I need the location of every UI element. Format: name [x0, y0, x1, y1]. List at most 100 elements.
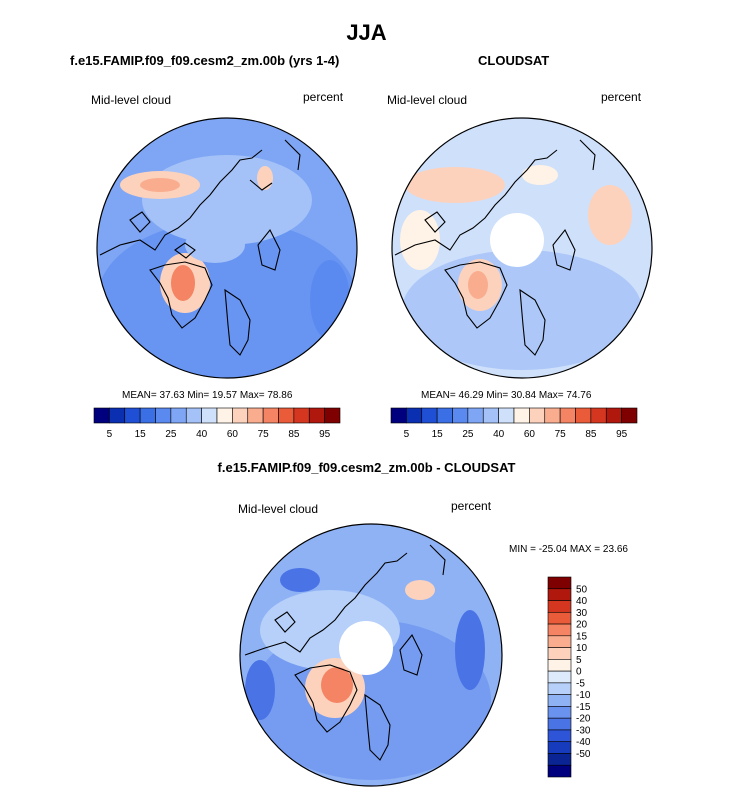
diff-colorbar-tick-label: 20 — [576, 620, 588, 631]
obs-colorbar-box — [605, 407, 622, 424]
model-colorbar-box — [93, 407, 110, 424]
obs-colorbar-box — [467, 407, 484, 424]
diff-colorbar-tick-label: -20 — [576, 714, 591, 725]
obs-colorbar-box — [559, 407, 576, 424]
obs-units-label: percent — [601, 90, 642, 104]
model-colorbar-box — [324, 407, 341, 424]
diff-colorbar-box — [547, 611, 572, 625]
model-units-label: percent — [303, 90, 344, 104]
model-colorbar-box — [278, 407, 295, 424]
model-colorbar-box — [262, 407, 279, 424]
diff-colorbar-box — [547, 682, 572, 695]
figure-title: JJA — [346, 20, 387, 45]
diff-stats: MIN = -25.04 MAX = 23.66 — [509, 544, 628, 555]
diff-colorbar-box — [547, 717, 572, 731]
obs-panel-title: CLOUDSAT — [478, 53, 550, 68]
obs-colorbar-tick-label: 15 — [432, 429, 444, 440]
obs-colorbar-tick-label: 75 — [555, 429, 567, 440]
obs-colorbar-box — [575, 407, 592, 424]
diff-colorbar-tick-label: 50 — [576, 584, 588, 595]
diff-colorbar-tick-label: 30 — [576, 608, 588, 619]
diff-polar-gap — [339, 621, 393, 675]
diff-colorbar-tick-label: -40 — [576, 737, 591, 748]
diff-colorbar-box — [547, 706, 572, 719]
obs-colorbar-tick-label: 40 — [493, 429, 505, 440]
obs-colorbar-box — [390, 407, 407, 424]
model-colorbar-box — [109, 407, 126, 424]
model-colorbar-tick-label: 5 — [107, 429, 113, 440]
obs-colorbar-tick-label: 5 — [404, 429, 410, 440]
obs-map-border — [391, 117, 653, 379]
diff-colorbar-box — [547, 753, 572, 766]
diff-variable-label: Mid-level cloud — [238, 502, 319, 516]
model-colorbar-tick-label: 85 — [288, 429, 300, 440]
model-colorbar-tick-label: 15 — [135, 429, 147, 440]
obs-colorbar-box — [498, 407, 515, 424]
model-colorbar-box — [216, 407, 233, 424]
obs-colorbar-tick-label: 25 — [462, 429, 474, 440]
obs-coastlines — [394, 139, 596, 356]
model-colorbar-box — [293, 407, 310, 424]
model-colorbar-box — [201, 407, 218, 424]
diff-colorbar-tick-label: 15 — [576, 631, 588, 642]
model-colorbar-box — [124, 407, 141, 424]
diff-colorbar-box — [547, 600, 572, 613]
diff-colorbar-tick-label: 10 — [576, 643, 588, 654]
diff-panel-title: f.e15.FAMIP.f09_f09.cesm2_zm.00b - CLOUD… — [217, 460, 516, 475]
diff-colorbar-box — [547, 576, 572, 590]
obs-polar-gap — [490, 213, 544, 267]
diff-colorbar-tick-label: -10 — [576, 690, 591, 701]
obs-colorbar-box — [513, 407, 530, 424]
model-variable-label: Mid-level cloud — [91, 93, 172, 107]
model-panel-title: f.e15.FAMIP.f09_f09.cesm2_zm.00b (yrs 1-… — [70, 53, 340, 68]
obs-colorbar-box — [590, 407, 607, 424]
diff-colorbar-box — [547, 764, 572, 778]
model-colorbar-box — [139, 407, 156, 424]
diff-colorbar-box — [547, 694, 572, 707]
diff-colorbar-box — [547, 623, 572, 637]
obs-colorbar-box — [544, 407, 561, 424]
obs-colorbar-box — [621, 407, 638, 424]
obs-colorbar-box — [406, 407, 423, 424]
model-colorbar-tick-label: 40 — [196, 429, 208, 440]
obs-colorbar-tick-label: 95 — [616, 429, 628, 440]
obs-colorbar-box — [436, 407, 453, 424]
diff-colorbar-tick-label: 5 — [576, 655, 582, 666]
model-colorbar-tick-label: 60 — [227, 429, 239, 440]
obs-colorbar-tick-label: 60 — [524, 429, 536, 440]
diff-colorbar-box — [547, 729, 572, 743]
model-coastlines — [99, 139, 301, 356]
diff-colorbar-tick-label: 40 — [576, 596, 588, 607]
diff-map — [240, 524, 502, 786]
diff-colorbar-box — [547, 647, 572, 660]
model-map-border — [96, 117, 358, 379]
model-colorbar-box — [155, 407, 172, 424]
diff-colorbar-tick-label: -30 — [576, 725, 591, 736]
obs-colorbar-box — [452, 407, 469, 424]
obs-colorbar: 5 15 25 40 60 75 85 95 — [390, 407, 638, 440]
diff-units-label: percent — [451, 499, 492, 513]
diff-coastlines — [244, 544, 446, 761]
obs-colorbar-tick-label: 85 — [585, 429, 597, 440]
diff-colorbar-box — [547, 588, 572, 601]
model-colorbar-tick-label: 25 — [165, 429, 177, 440]
diff-colorbar-box — [547, 635, 572, 648]
model-colorbar-tick-label: 95 — [319, 429, 331, 440]
obs-colorbar-box — [482, 407, 499, 424]
obs-colorbar-box — [529, 407, 546, 424]
model-colorbar-box — [308, 407, 325, 424]
diff-colorbar-box — [547, 659, 572, 672]
model-map — [97, 118, 357, 378]
diff-map-border — [239, 523, 503, 787]
model-colorbar-box — [170, 407, 187, 424]
obs-stats: MEAN= 46.29 Min= 30.84 Max= 74.76 — [421, 390, 592, 401]
model-colorbar-box — [185, 407, 202, 424]
obs-variable-label: Mid-level cloud — [387, 93, 468, 107]
model-colorbar-box — [247, 407, 264, 424]
obs-colorbar-box — [421, 407, 438, 424]
model-stats: MEAN= 37.63 Min= 19.57 Max= 78.86 — [122, 390, 293, 401]
diff-colorbar-box — [547, 741, 572, 754]
model-colorbar-box — [232, 407, 249, 424]
